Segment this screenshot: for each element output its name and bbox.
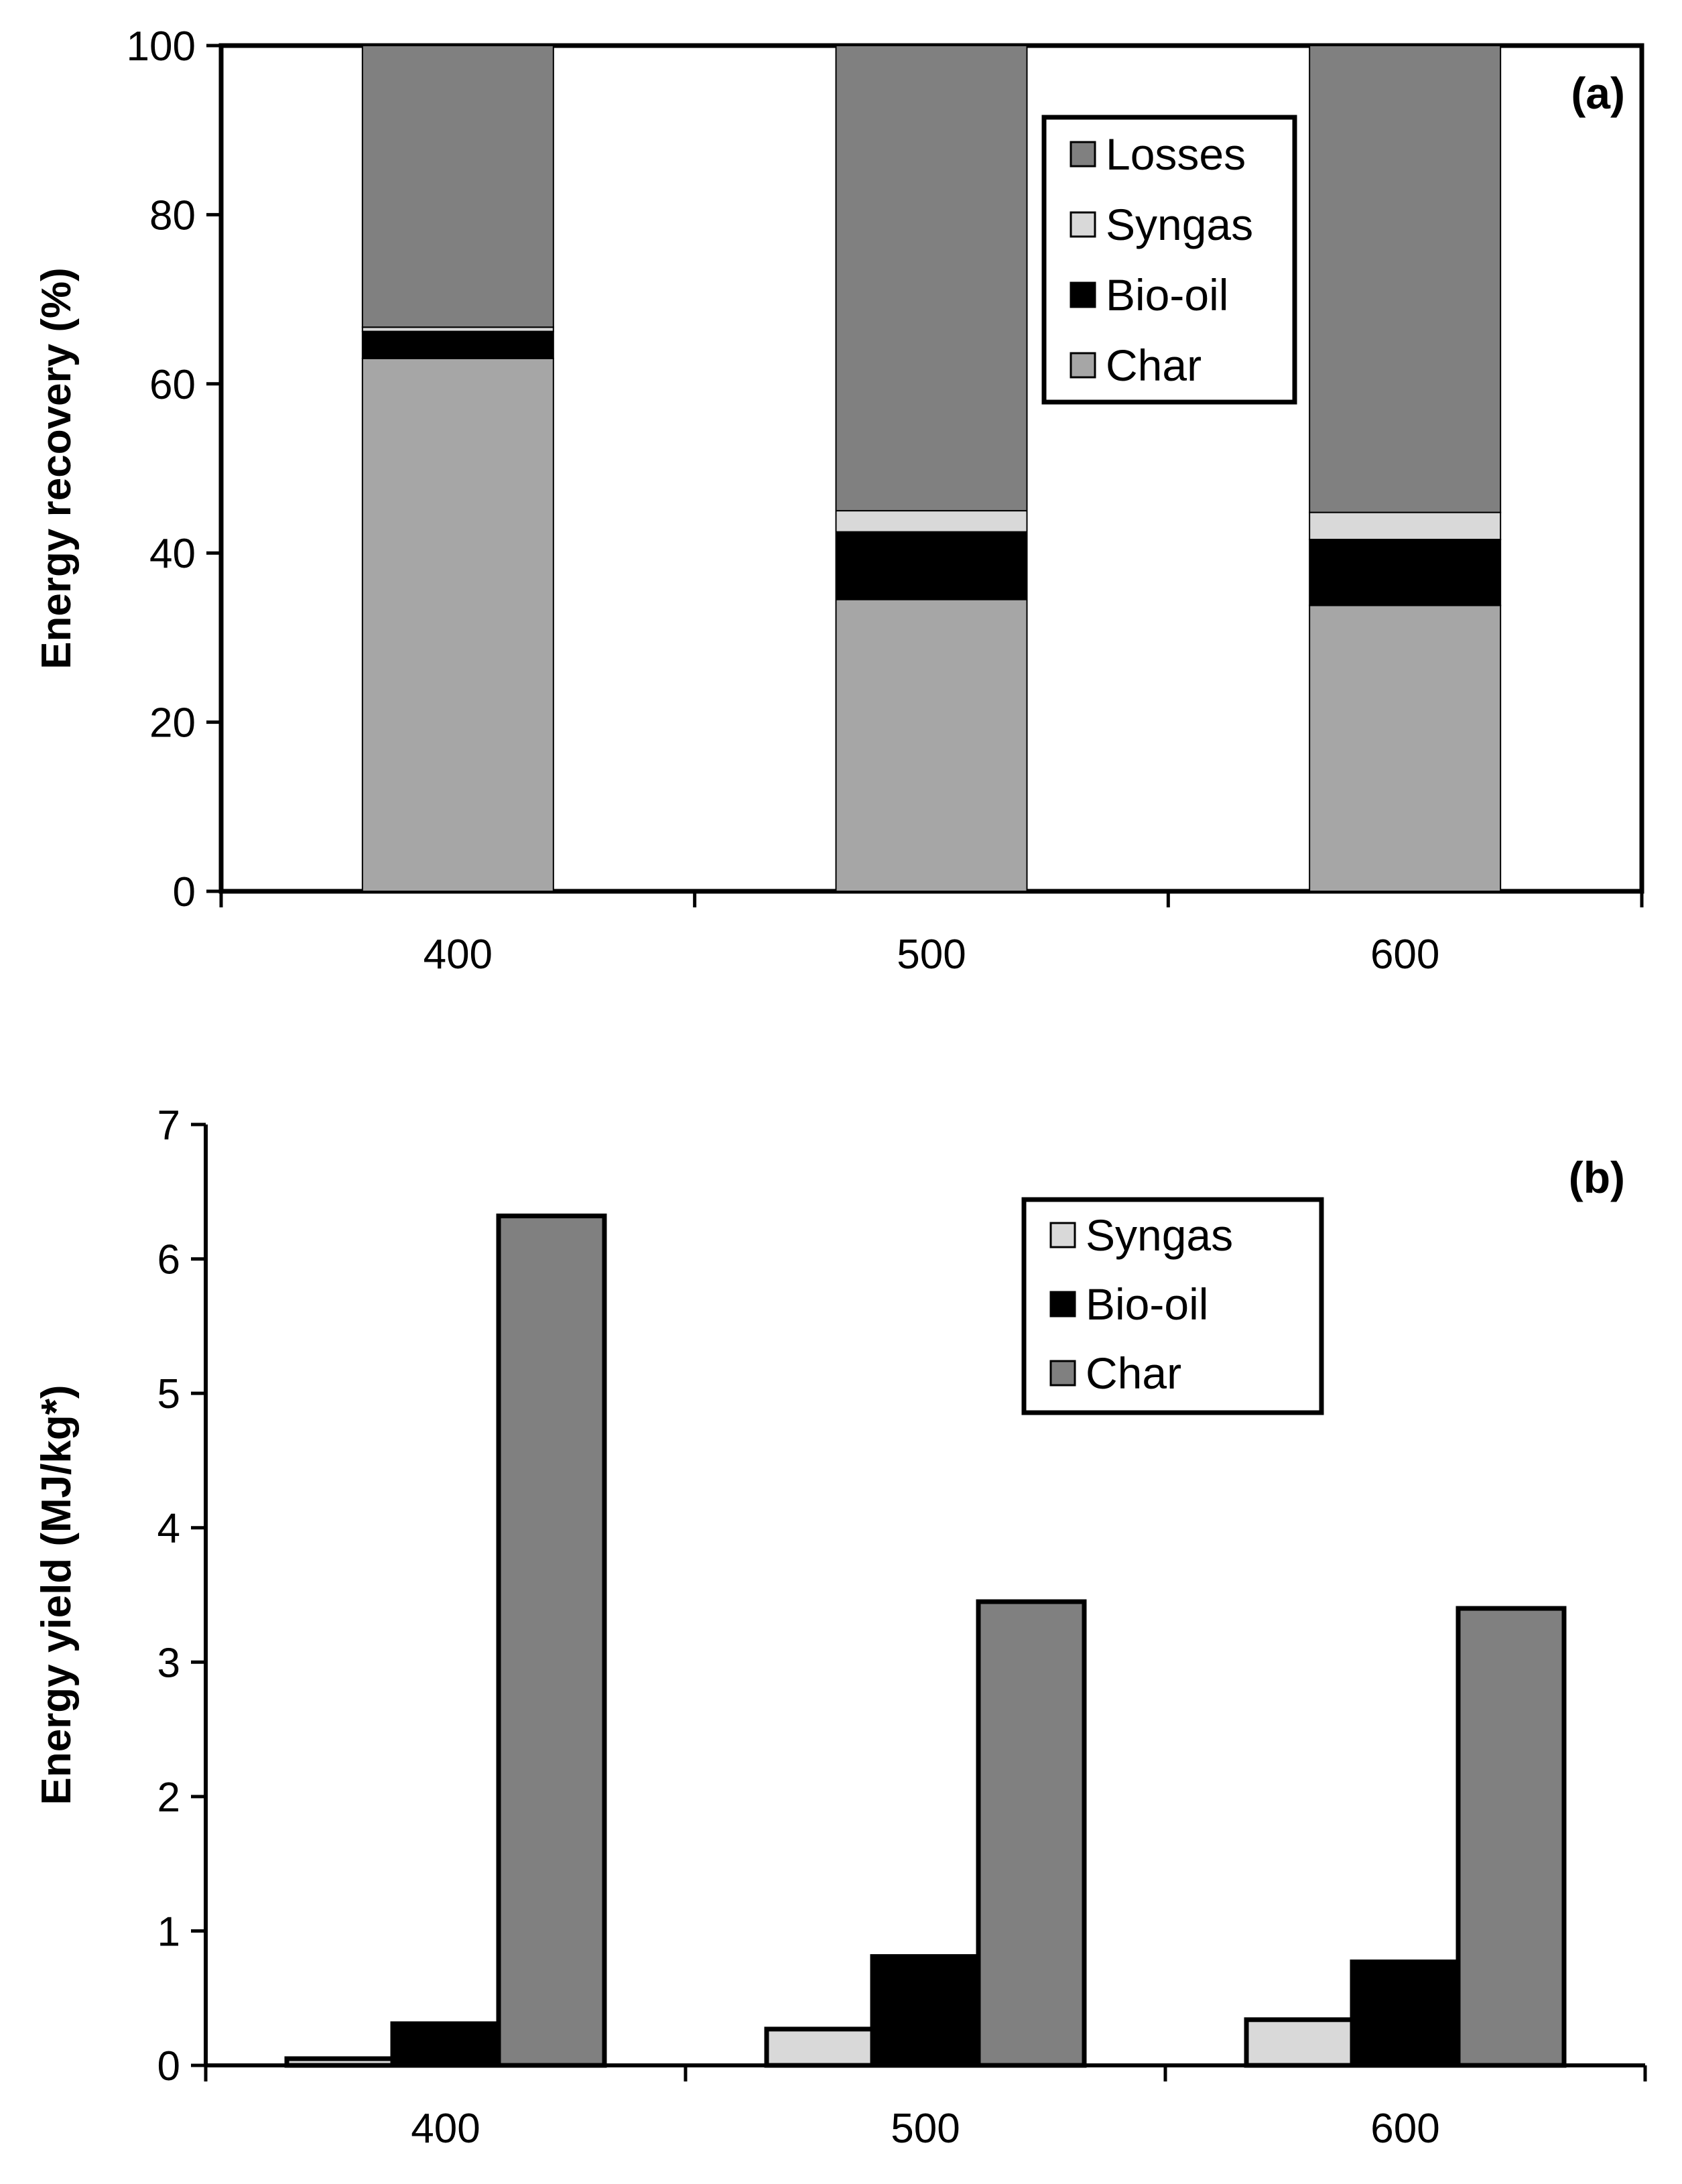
legend-b-label-syngas: Syngas [1086, 1210, 1233, 1260]
bar-a-losses-400 [361, 45, 554, 328]
y-tick-label-a-80: 80 [149, 192, 196, 239]
y-tick-label-a-0: 0 [173, 869, 196, 915]
legend-a-label-losses: Losses [1106, 129, 1246, 179]
panel-b-x-axis: 400 500 600 [204, 2065, 1647, 2152]
bar-b-bio-oil-600 [1350, 1960, 1461, 2068]
legend-b-label-char: Char [1086, 1348, 1181, 1398]
legend-b-label-bio-oil: Bio-oil [1086, 1279, 1208, 1329]
bar-a-losses-500 [835, 45, 1028, 512]
y-tick-label-b-7: 7 [157, 1102, 180, 1149]
bar-b-char-600 [1455, 1606, 1567, 2068]
bar-b-syngas-500 [764, 2027, 875, 2068]
bar-b-bio-oil-400 [390, 2021, 501, 2068]
legend-a-label-syngas: Syngas [1106, 200, 1253, 249]
legend-a-swatch-char [1070, 352, 1096, 379]
panel-a-label: (a) [1571, 68, 1625, 118]
bar-a-losses-600 [1309, 45, 1502, 513]
legend-b-swatch-char [1049, 1360, 1076, 1387]
bar-b-syngas-600 [1244, 2017, 1355, 2068]
panel-a-legend: Losses Syngas Bio-oil Char [1041, 115, 1297, 405]
legend-a-swatch-syngas [1070, 211, 1096, 238]
legend-a-swatch-losses [1070, 141, 1096, 168]
x-tick-label-b-400: 400 [411, 2106, 480, 2152]
bar-a-char-400 [361, 357, 554, 892]
y-tick-label-a-20: 20 [149, 700, 196, 747]
legend-b-swatch-syngas [1049, 1222, 1076, 1248]
y-tick-label-a-60: 60 [149, 362, 196, 408]
x-tick-label-b-600: 600 [1370, 2106, 1439, 2152]
panel-b-bars [284, 1213, 1567, 2068]
y-tick-label-b-6: 6 [157, 1237, 180, 1283]
x-tick-label-a-400: 400 [424, 932, 493, 978]
y-tick-label-b-3: 3 [157, 1640, 180, 1686]
y-tick-label-a-100: 100 [127, 23, 196, 70]
bar-a-bio-oil-500 [835, 531, 1028, 600]
bar-a-bio-oil-600 [1309, 539, 1502, 606]
y-tick-label-b-5: 5 [157, 1371, 180, 1417]
bar-a-syngas-500 [835, 510, 1028, 533]
y-tick-label-b-0: 0 [157, 2043, 180, 2090]
bar-a-bio-oil-400 [361, 330, 554, 359]
panel-b-y-axis: 0 1 2 3 4 5 6 7 [157, 1102, 206, 2090]
bar-a-char-600 [1309, 604, 1502, 892]
bar-b-char-400 [496, 1213, 607, 2068]
panel-b-energy-yield: 0 1 2 3 4 5 6 7 400 500 600 Energy yield (MJ/kg*)… [34, 1102, 1647, 2152]
bar-b-char-500 [976, 1599, 1087, 2068]
panel-b-y-axis-title: Energy yield (MJ/kg*) [34, 1385, 80, 1805]
panel-a-x-axis: 400 500 600 [219, 891, 1644, 978]
bar-a-syngas-600 [1309, 511, 1502, 541]
legend-b-swatch-bio-oil [1049, 1291, 1076, 1318]
legend-a-label-bio-oil: Bio-oil [1106, 270, 1228, 320]
y-tick-label-b-1: 1 [157, 1909, 180, 1955]
panel-a-bars [361, 45, 1502, 892]
panel-a-y-axis: 0 20 40 60 80 100 [127, 23, 221, 915]
y-tick-label-b-2: 2 [157, 1775, 180, 1821]
panel-b-label: (b) [1569, 1153, 1625, 1202]
bar-a-char-500 [835, 598, 1028, 892]
legend-a-swatch-bio-oil [1070, 281, 1096, 308]
x-tick-label-a-500: 500 [897, 932, 966, 978]
x-tick-label-a-600: 600 [1370, 932, 1439, 978]
panel-b-legend: Syngas Bio-oil Char [1021, 1197, 1324, 1415]
bar-b-syngas-400 [284, 2056, 395, 2068]
panel-a-energy-recovery: 0 20 40 60 80 100 400 500 600 Energy recovery (… [34, 23, 1644, 978]
x-tick-label-b-500: 500 [891, 2106, 960, 2152]
legend-a-label-char: Char [1106, 340, 1202, 390]
bar-b-bio-oil-500 [870, 1954, 981, 2068]
y-tick-label-b-4: 4 [157, 1506, 180, 1552]
y-tick-label-a-40: 40 [149, 531, 196, 577]
panel-a-y-axis-title: Energy recovery (%) [34, 267, 80, 669]
